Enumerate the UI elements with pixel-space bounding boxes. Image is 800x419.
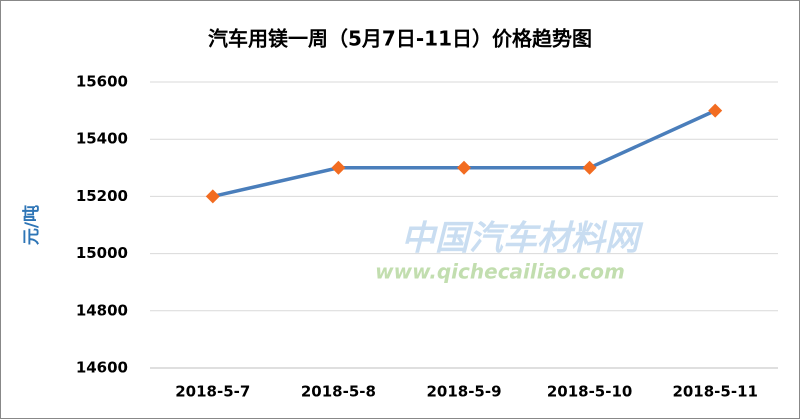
data-point (457, 160, 471, 175)
x-tick-label: 2018-5-9 (426, 383, 501, 401)
data-point (582, 160, 597, 175)
y-tick-label: 15600 (76, 73, 128, 91)
data-point (205, 189, 220, 204)
x-tick-label: 2018-5-8 (301, 383, 376, 401)
x-tick-label: 2018-5-10 (547, 383, 633, 401)
x-tick-label: 2018-5-7 (175, 383, 250, 401)
data-point (708, 103, 723, 118)
watermark: www.qichecailiao.com (375, 260, 625, 284)
data-point (331, 160, 346, 175)
watermark: 中国汽车材料网 (401, 219, 644, 259)
y-tick-label: 14600 (76, 359, 128, 377)
y-tick-label: 14800 (76, 301, 128, 319)
chart-title: 汽车用镁一周（5月7日-11日）价格趋势图 (208, 27, 592, 51)
y-axis-label: 元/吨 (21, 205, 42, 245)
y-tick-label: 15400 (76, 130, 128, 148)
y-tick-label: 15000 (76, 244, 128, 262)
x-tick-label: 2018-5-11 (672, 383, 758, 401)
y-tick-label: 15200 (76, 187, 128, 205)
